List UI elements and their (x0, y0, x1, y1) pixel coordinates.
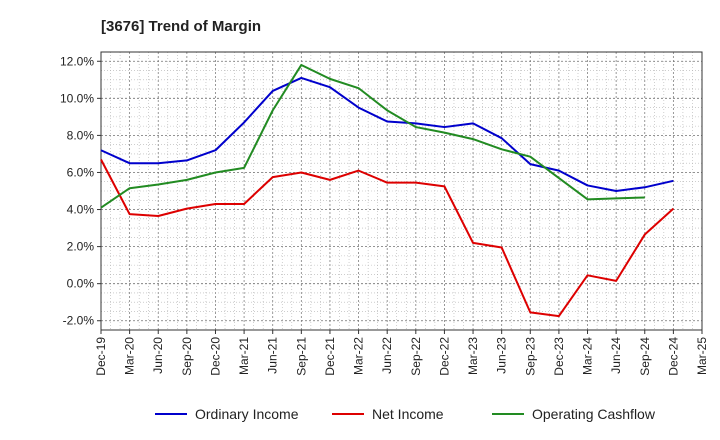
y-tick-label: 8.0% (67, 128, 95, 142)
x-tick-label: Dec-19 (94, 337, 108, 376)
gridlines (100, 51, 703, 331)
x-tick-label: Sep-23 (523, 337, 537, 376)
legend-label-ordinary-income: Ordinary Income (195, 406, 299, 422)
legend-label-net-income: Net Income (372, 406, 444, 422)
x-tick-label: Mar-23 (466, 337, 480, 375)
y-tick-label: 12.0% (60, 54, 94, 68)
plot-frame (100, 51, 703, 331)
x-tick-label: Jun-20 (151, 337, 165, 374)
y-tick-label: 0.0% (67, 277, 95, 291)
legend-label-operating-cashflow: Operating Cashflow (532, 406, 656, 422)
y-tick-label: -2.0% (63, 314, 95, 328)
y-tick-label: 2.0% (67, 240, 95, 254)
x-tick-label: Mar-25 (695, 337, 709, 375)
x-tick-label: Jun-22 (380, 337, 394, 374)
legend: Ordinary Income Net Income Operating Cashf… (155, 406, 656, 422)
x-tick-label: Dec-21 (323, 337, 337, 376)
x-tick-label: Sep-21 (294, 337, 308, 376)
x-tick-label: Sep-24 (638, 337, 652, 376)
x-tick-label: Dec-20 (208, 337, 222, 376)
x-tick-label: Mar-24 (581, 337, 595, 375)
series-line-ordinary-income (100, 76, 674, 192)
y-tick-label: 10.0% (60, 91, 94, 105)
x-tick-label: Mar-20 (123, 337, 137, 375)
x-tick-label: Mar-22 (352, 337, 366, 375)
x-tick-label: Mar-21 (237, 337, 251, 375)
series-lines (100, 63, 675, 318)
x-tick-label: Jun-23 (495, 337, 509, 374)
x-tick-labels: Dec-19 Mar-20 Jun-20 Sep-20 Dec-20 Mar-21 Jun-… (94, 337, 709, 376)
x-tick-label: Sep-22 (409, 337, 423, 376)
x-tick-label: Dec-24 (666, 337, 680, 376)
chart-title: [3676] Trend of Margin (101, 18, 261, 35)
x-tick-label: Jun-21 (266, 337, 280, 374)
series-line-net-income (100, 159, 675, 318)
y-tick-label: 4.0% (67, 203, 95, 217)
y-tick-labels: -2.0% 0.0% 2.0% 4.0% 6.0% 8.0% 10.0% 12.0% (60, 54, 94, 327)
axes (97, 51, 703, 334)
x-tick-label: Sep-20 (180, 337, 194, 376)
x-tick-label: Jun-24 (609, 337, 623, 374)
x-tick-label: Dec-23 (552, 337, 566, 376)
y-tick-label: 6.0% (67, 165, 95, 179)
x-tick-label: Dec-22 (437, 337, 451, 376)
series-line-operating-cashflow (100, 63, 645, 209)
